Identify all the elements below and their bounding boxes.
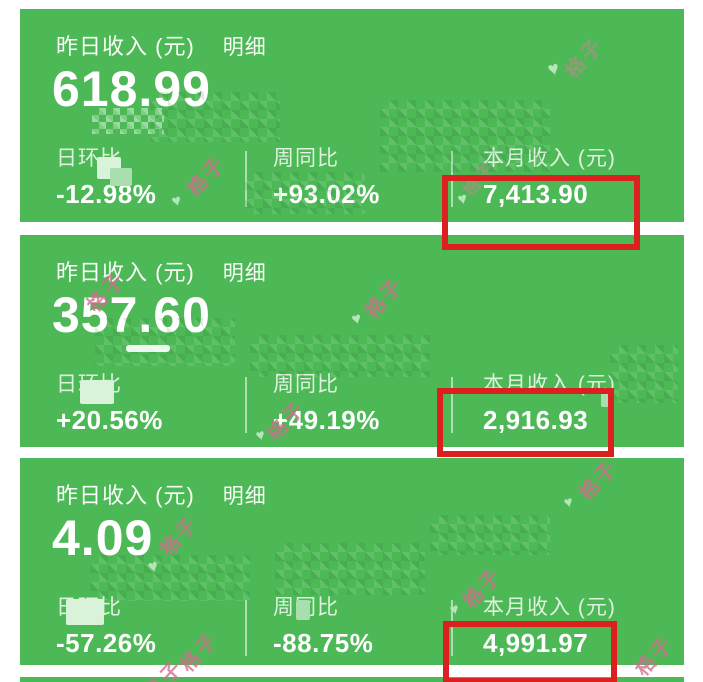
censor-patch xyxy=(250,335,430,377)
column-divider xyxy=(451,600,453,656)
censor-patch xyxy=(90,555,250,601)
stat-value: -57.26% xyxy=(56,628,157,658)
stat-value: 2,916.93 xyxy=(483,405,589,435)
yesterday-income-value: 4.09 xyxy=(52,510,154,566)
censor-patch xyxy=(150,92,280,142)
stat-week-over-week: 周同比 +49.19% xyxy=(247,373,451,435)
next-card-edge xyxy=(20,677,684,682)
censor-patch xyxy=(275,543,425,595)
censor-patch xyxy=(296,600,310,620)
card-title: 昨日收入 (元) xyxy=(56,260,195,285)
stats-row: 日环比 -57.26% 周同比 -88.75% 本月收入 (元) 4,991.9… xyxy=(20,596,684,658)
stats-row: 日环比 -12.98% 周同比 +93.02% 本月收入 (元) 7,413.9… xyxy=(20,147,684,209)
stat-label: 周同比 xyxy=(273,373,339,396)
column-divider xyxy=(245,377,247,433)
highlight-box-month-income-1 xyxy=(442,175,640,250)
income-card-2: 昨日收入 (元) 明细 357.60 日环比 +20.56% 周同比 +49.1… xyxy=(20,235,684,447)
censor-patch xyxy=(245,172,365,214)
highlight-box-month-income-2 xyxy=(437,388,614,457)
income-card-1: 昨日收入 (元) 明细 618.99 日环比 -12.98% 周同比 +93.0… xyxy=(20,9,684,222)
censor-patch xyxy=(80,380,114,404)
censor-patch xyxy=(66,599,104,625)
column-divider xyxy=(451,377,453,433)
details-link[interactable]: 明细 xyxy=(222,262,267,285)
censor-patch xyxy=(126,345,170,352)
censor-patch xyxy=(610,345,678,403)
stat-value: 4,991.97 xyxy=(483,628,589,658)
highlight-box-month-income-3 xyxy=(443,621,617,682)
censor-patch xyxy=(95,318,235,366)
stat-value: -88.75% xyxy=(273,628,374,658)
stat-label: 周同比 xyxy=(273,147,339,170)
stat-value: +20.56% xyxy=(56,405,163,435)
stat-week-over-week: 周同比 +93.02% xyxy=(247,147,451,209)
card-header: 昨日收入 (元) 明细 xyxy=(56,255,267,287)
stat-label: 本月收入 (元) xyxy=(483,147,616,170)
card-title: 昨日收入 (元) xyxy=(56,34,195,59)
yesterday-income-value: 618.99 xyxy=(52,61,211,117)
stat-month-income: 本月收入 (元) 4,991.97 xyxy=(453,596,686,658)
censor-patch xyxy=(92,108,164,134)
stat-value: +93.02% xyxy=(273,179,451,209)
details-link[interactable]: 明细 xyxy=(222,485,267,508)
stat-value: +49.19% xyxy=(273,405,380,435)
stat-month-income: 本月收入 (元) 7,413.90 xyxy=(453,147,686,209)
income-card-3: 昨日收入 (元) 明细 4.09 日环比 -57.26% 周同比 -88.75%… xyxy=(20,458,684,665)
stat-week-over-week: 周同比 -88.75% xyxy=(247,596,451,658)
censor-patch xyxy=(380,100,550,172)
card-header: 昨日收入 (元) 明细 xyxy=(56,478,267,510)
card-title: 昨日收入 (元) xyxy=(56,483,195,508)
details-link[interactable]: 明细 xyxy=(222,36,267,59)
censor-patch xyxy=(430,515,550,555)
censor-patch xyxy=(110,168,132,186)
stat-value: -12.98% xyxy=(56,179,157,209)
card-header: 昨日收入 (元) 明细 xyxy=(56,29,267,61)
stat-label: 本月收入 (元) xyxy=(483,596,616,619)
column-divider xyxy=(245,600,247,656)
yesterday-income-value: 357.60 xyxy=(52,287,211,343)
stat-value: 7,413.90 xyxy=(483,179,589,209)
column-divider xyxy=(245,151,247,207)
